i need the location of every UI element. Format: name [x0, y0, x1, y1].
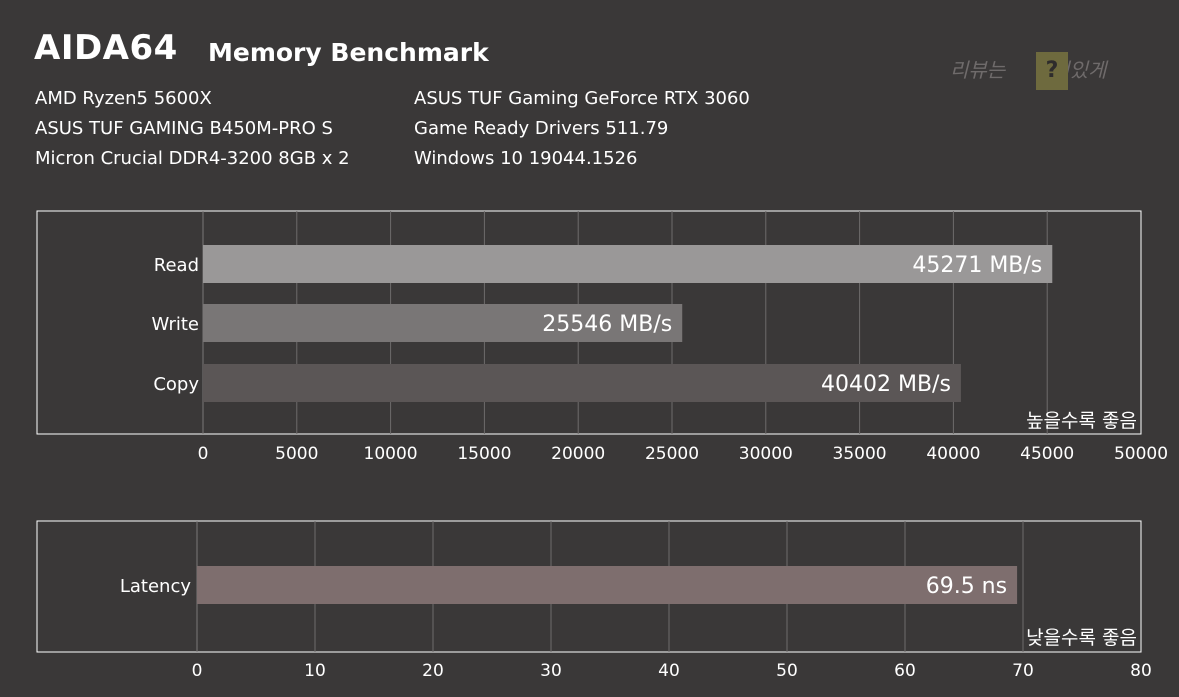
chart-note: 낮을수록 좋음 [1026, 627, 1137, 649]
x-tick-label: 5000 [275, 444, 318, 464]
bar-copy [203, 364, 961, 402]
spec-motherboard: ASUS TUF GAMING B450M-PRO S [35, 118, 333, 139]
x-tick-label: 40 [658, 661, 680, 681]
x-tick-label: 10000 [364, 444, 418, 464]
x-tick-label: 35000 [833, 444, 887, 464]
spec-memory: Micron Crucial DDR4-3200 8GB x 2 [35, 148, 350, 169]
bar-value-label: 40402 MB/s [821, 372, 951, 397]
chart-note: 높을수록 좋음 [1026, 410, 1137, 432]
x-tick-label: 15000 [457, 444, 511, 464]
category-label: Copy [153, 374, 199, 395]
x-tick-label: 60 [894, 661, 916, 681]
watermark-badge: ? [1036, 52, 1068, 90]
x-tick-label: 10 [304, 661, 326, 681]
category-label: Read [154, 255, 199, 276]
spec-list-right: ASUS TUF Gaming GeForce RTX 3060 Game Re… [414, 84, 750, 174]
x-tick-label: 20000 [551, 444, 605, 464]
chart-frame-0 [36, 210, 1142, 435]
x-tick-label: 40000 [926, 444, 980, 464]
watermark-text: 리뷰는 리있게 [950, 58, 1107, 82]
x-tick-label: 0 [198, 444, 209, 464]
x-tick-label: 45000 [1020, 444, 1074, 464]
x-tick-label: 70 [1012, 661, 1034, 681]
spec-os: Windows 10 19044.1526 [414, 148, 638, 169]
x-tick-label: 80 [1130, 661, 1152, 681]
x-tick-label: 50000 [1114, 444, 1168, 464]
x-tick-label: 50 [776, 661, 798, 681]
spec-gpu: ASUS TUF Gaming GeForce RTX 3060 [414, 88, 750, 109]
bar-read [203, 245, 1053, 283]
bar-write [203, 304, 683, 342]
category-label: Write [151, 314, 199, 335]
bar-value-label: 69.5 ns [926, 574, 1007, 599]
category-label: Latency [120, 576, 191, 597]
bar-value-label: 25546 MB/s [542, 312, 672, 337]
bar-value-label: 45271 MB/s [912, 253, 1042, 278]
x-tick-label: 30000 [739, 444, 793, 464]
chart-title: AIDA64 [34, 28, 178, 68]
x-tick-label: 25000 [645, 444, 699, 464]
chart-subtitle: Memory Benchmark [208, 38, 489, 67]
spec-list-left: AMD Ryzen5 5600X ASUS TUF GAMING B450M-P… [35, 84, 350, 174]
x-tick-label: 30 [540, 661, 562, 681]
spec-cpu: AMD Ryzen5 5600X [35, 88, 212, 109]
x-tick-label: 0 [192, 661, 203, 681]
spec-driver: Game Ready Drivers 511.79 [414, 118, 669, 139]
bar-latency [197, 566, 1018, 604]
x-tick-label: 20 [422, 661, 444, 681]
chart-frame-1 [36, 520, 1142, 653]
